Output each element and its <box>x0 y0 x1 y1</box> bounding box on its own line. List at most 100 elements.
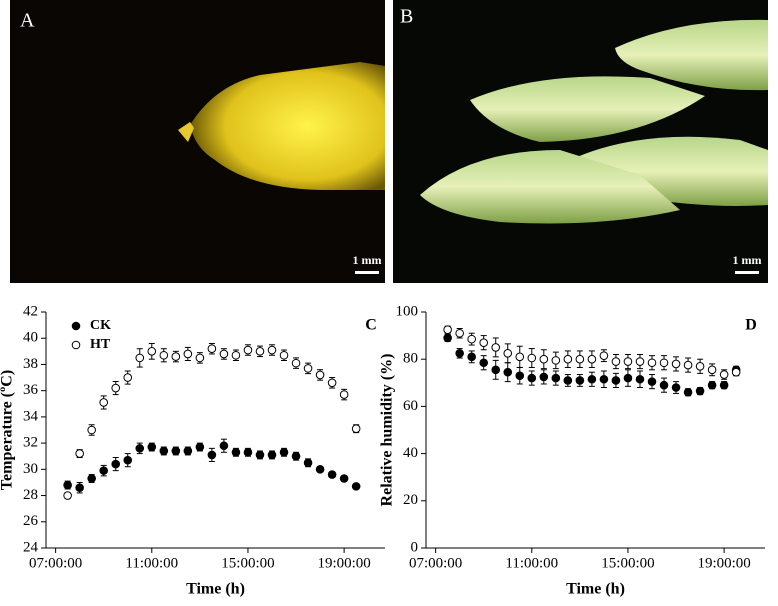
scale-bar: 1 mm <box>733 253 762 267</box>
marker <box>75 483 84 492</box>
y-tick-label: 20 <box>403 492 418 508</box>
marker <box>671 383 681 392</box>
marker <box>563 376 573 385</box>
marker <box>467 334 476 344</box>
marker <box>87 474 96 483</box>
marker <box>599 351 609 360</box>
marker <box>671 359 681 369</box>
marker <box>231 447 241 457</box>
y-tick-label: 36 <box>23 382 39 398</box>
marker <box>171 352 181 361</box>
marker <box>303 458 313 468</box>
marker <box>123 455 133 465</box>
marker <box>123 373 133 382</box>
photo-a: A 1 mm <box>10 0 385 283</box>
legend-label: HT <box>90 337 111 352</box>
marker <box>351 424 361 433</box>
marker <box>279 447 289 457</box>
marker <box>575 354 585 364</box>
marker <box>659 380 669 390</box>
marker <box>491 365 501 375</box>
marker <box>503 349 513 358</box>
x-tick-label: 15:00:00 <box>221 555 274 571</box>
marker <box>339 390 349 399</box>
x-tick-label: 11:00:00 <box>125 555 178 571</box>
x-tick-label: 19:00:00 <box>697 555 750 571</box>
marker <box>327 378 337 388</box>
marker <box>707 365 717 375</box>
marker <box>551 356 561 365</box>
marker <box>515 371 525 381</box>
marker <box>587 354 597 364</box>
marker <box>707 380 717 390</box>
marker <box>479 358 489 368</box>
marker <box>327 470 337 479</box>
marker <box>455 328 464 338</box>
scale-bar: 1 mm <box>353 253 382 267</box>
marker <box>351 482 361 491</box>
marker <box>291 451 301 461</box>
marker <box>623 373 633 383</box>
marker <box>719 380 729 390</box>
y-tick-label: 0 <box>411 539 419 555</box>
marker <box>467 352 476 362</box>
marker <box>231 350 241 360</box>
y-tick-label: 28 <box>23 487 38 503</box>
marker <box>635 374 645 384</box>
marker <box>267 345 277 355</box>
marker <box>455 349 464 358</box>
marker <box>135 353 145 363</box>
x-tick-label: 07:00:00 <box>29 555 82 571</box>
y-tick-label: 40 <box>403 445 418 461</box>
marker <box>611 376 621 385</box>
marker <box>683 387 693 397</box>
panel-label: B <box>400 6 413 28</box>
marker <box>279 350 289 360</box>
x-tick-label: 11:00:00 <box>505 555 558 571</box>
marker <box>63 480 72 490</box>
marker <box>147 347 157 356</box>
y-tick-label: 40 <box>23 330 38 346</box>
marker <box>219 349 229 359</box>
marker <box>75 449 84 458</box>
marker <box>527 373 537 383</box>
legend-marker <box>71 321 81 331</box>
marker <box>207 450 217 460</box>
x-tick-label: 15:00:00 <box>601 555 654 571</box>
marker <box>647 377 657 386</box>
marker <box>243 447 253 457</box>
marker <box>243 345 253 355</box>
marker <box>183 349 193 359</box>
marker <box>159 350 169 360</box>
marker <box>303 364 313 373</box>
marker <box>111 383 121 393</box>
marker <box>563 354 573 364</box>
marker <box>683 360 693 370</box>
marker <box>147 442 157 452</box>
marker <box>255 450 265 460</box>
marker <box>611 357 621 366</box>
marker <box>695 386 705 396</box>
y-tick-label: 24 <box>23 539 39 555</box>
marker <box>171 446 181 456</box>
y-tick-label: 32 <box>23 435 38 451</box>
marker <box>63 491 72 500</box>
marker <box>135 444 145 453</box>
photo-b: B 1 mm <box>393 0 768 283</box>
marker <box>195 353 205 363</box>
marker <box>539 372 549 382</box>
marker <box>99 398 109 407</box>
legend-marker <box>71 340 81 350</box>
marker <box>219 441 229 451</box>
marker <box>183 446 193 456</box>
marker <box>267 450 277 460</box>
marker <box>551 373 561 383</box>
y-axis-title: Relative humidity (%) <box>379 354 396 507</box>
panel-label: A <box>20 10 35 32</box>
y-tick-label: 100 <box>396 303 419 319</box>
marker <box>599 374 609 384</box>
marker <box>159 446 169 456</box>
marker <box>111 459 121 469</box>
marker <box>315 465 325 474</box>
